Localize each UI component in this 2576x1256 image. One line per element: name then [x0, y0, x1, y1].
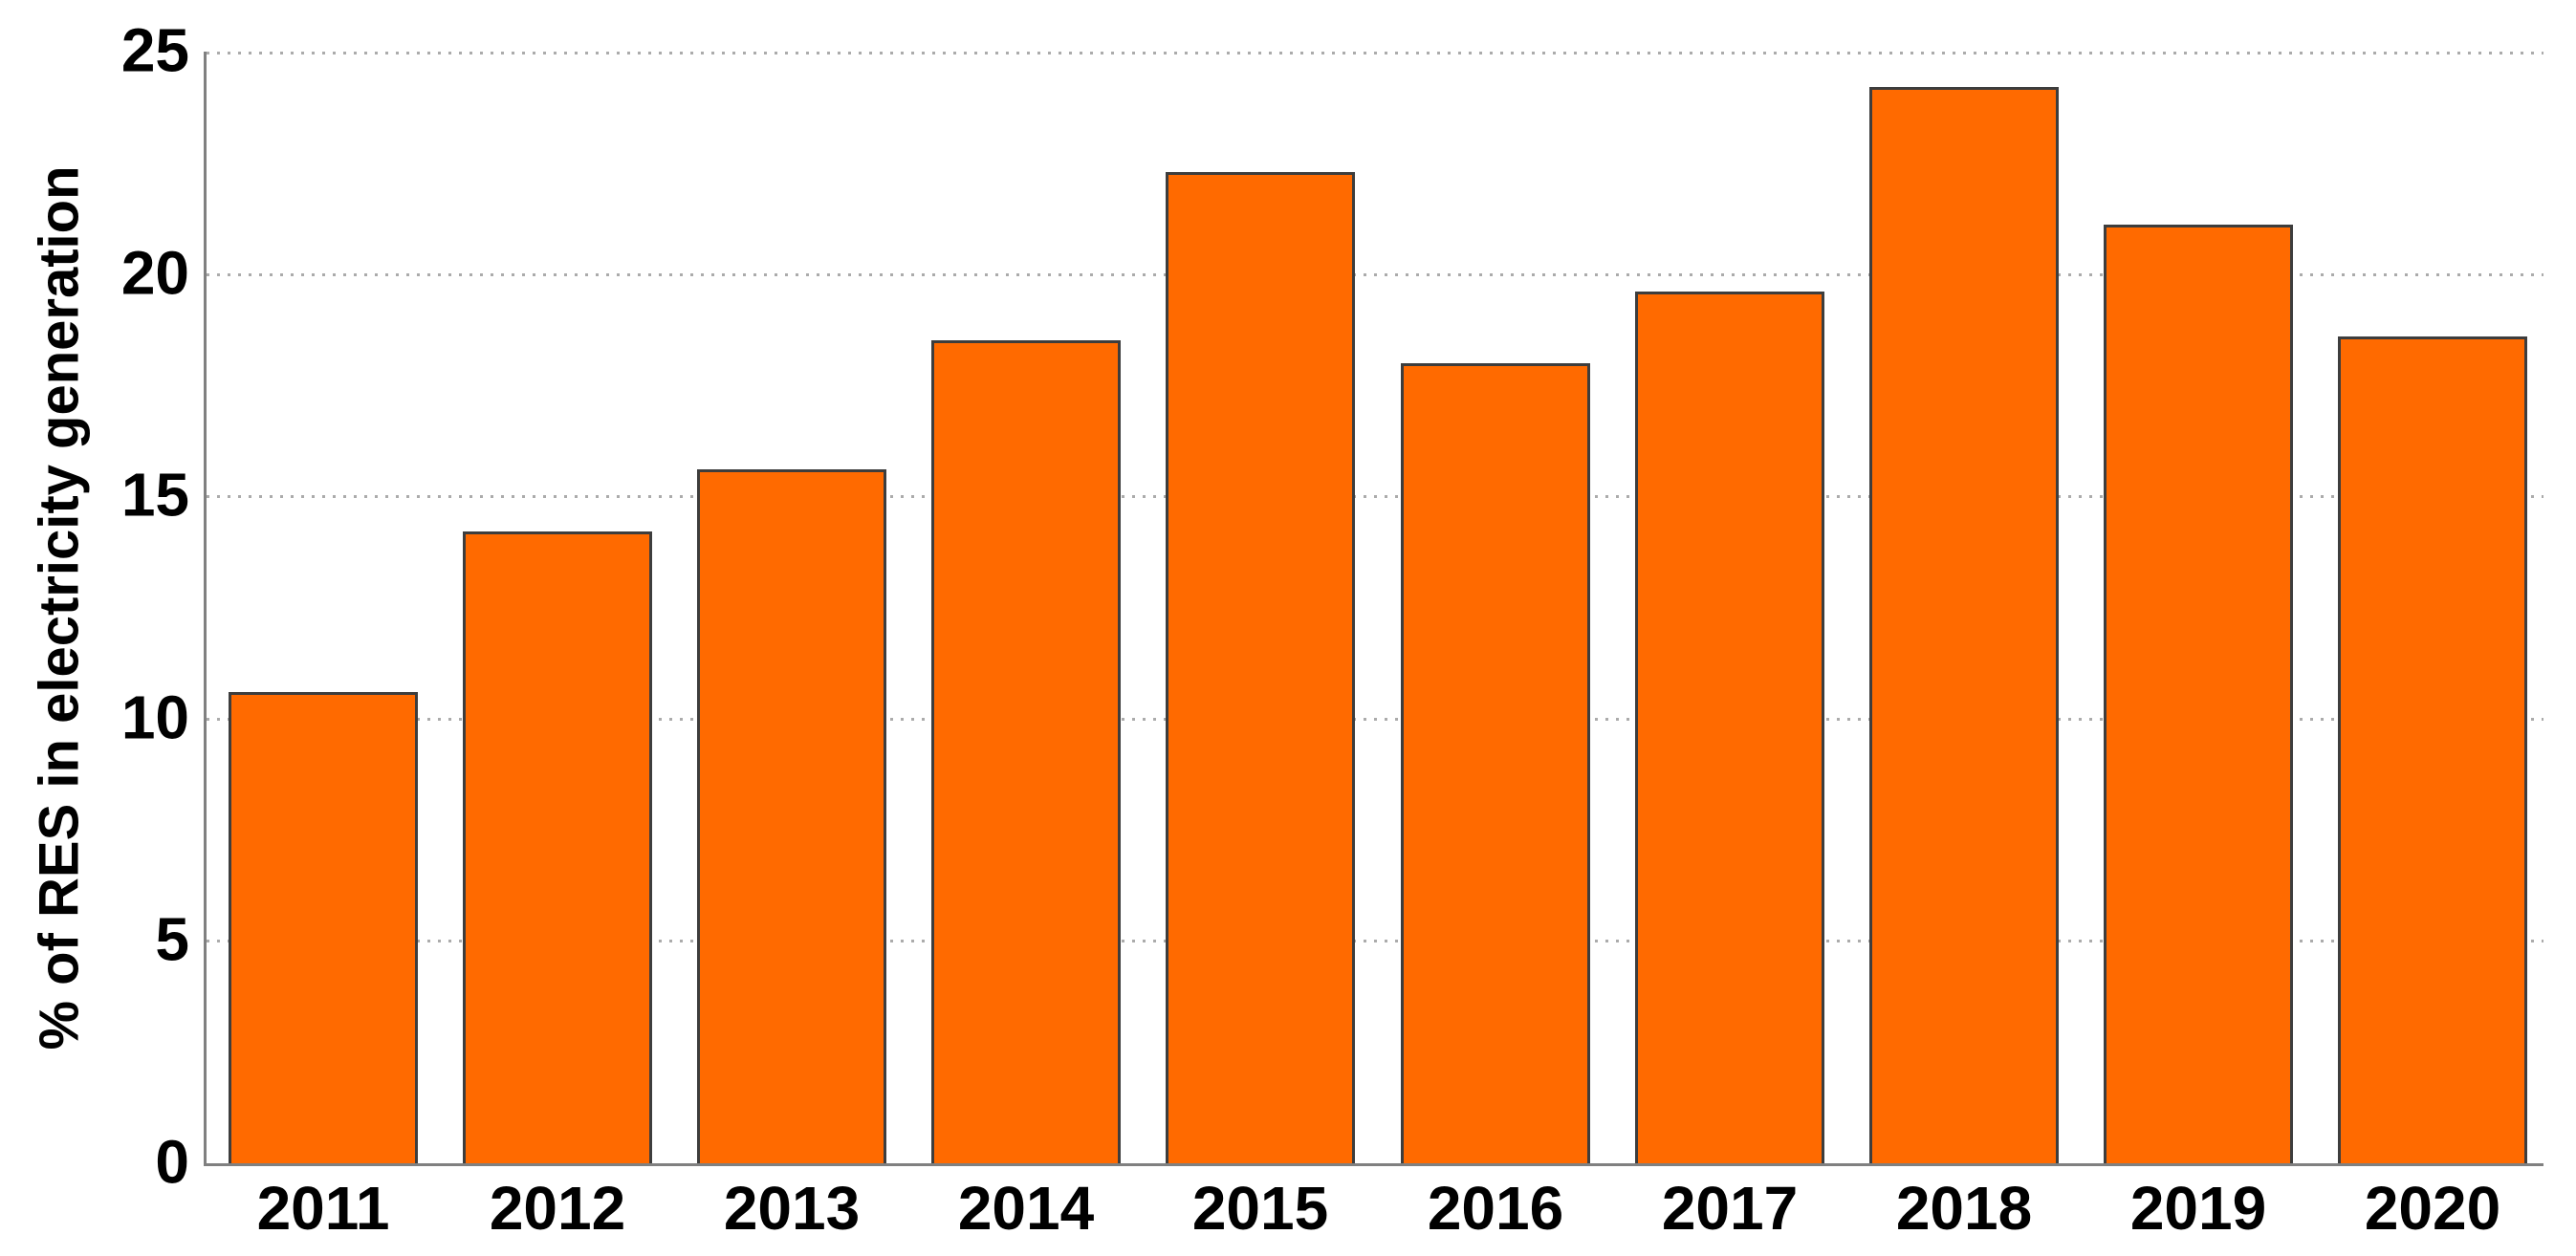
x-tick-label-2015: 2015 [1191, 1174, 1329, 1243]
bar-2018 [1869, 87, 2059, 1163]
gridline-20 [207, 273, 2543, 276]
bar-2020 [2338, 336, 2527, 1163]
bar-2017 [1635, 292, 1824, 1163]
gridline-5 [207, 940, 2543, 942]
bar-2019 [2104, 225, 2293, 1163]
y-tick-label-20: 20 [120, 238, 189, 308]
gridline-10 [207, 718, 2543, 721]
y-tick-label-15: 15 [120, 460, 189, 530]
bar-2011 [229, 692, 418, 1163]
bar-2012 [463, 531, 652, 1163]
y-tick-label-5: 5 [155, 905, 189, 975]
bar-2014 [931, 340, 1121, 1163]
x-tick-label-2012: 2012 [489, 1174, 626, 1243]
gridline-15 [207, 495, 2543, 498]
x-tick-label-2020: 2020 [2364, 1174, 2501, 1243]
bar-2016 [1401, 363, 1590, 1163]
y-tick-label-10: 10 [120, 682, 189, 752]
gridline-25 [207, 52, 2543, 54]
x-tick-label-2013: 2013 [723, 1174, 861, 1243]
plot-area [204, 52, 2543, 1166]
y-tick-label-25: 25 [120, 15, 189, 85]
x-tick-label-2019: 2019 [2129, 1174, 2267, 1243]
x-tick-label-2011: 2011 [256, 1174, 390, 1243]
x-tick-label-2017: 2017 [1661, 1174, 1799, 1243]
x-tick-label-2014: 2014 [957, 1174, 1095, 1243]
x-tick-label-2018: 2018 [1895, 1174, 2033, 1243]
y-tick-label-0: 0 [155, 1127, 189, 1197]
x-tick-label-2016: 2016 [1427, 1174, 1564, 1243]
bar-2013 [697, 469, 886, 1163]
bar-2015 [1166, 172, 1355, 1163]
